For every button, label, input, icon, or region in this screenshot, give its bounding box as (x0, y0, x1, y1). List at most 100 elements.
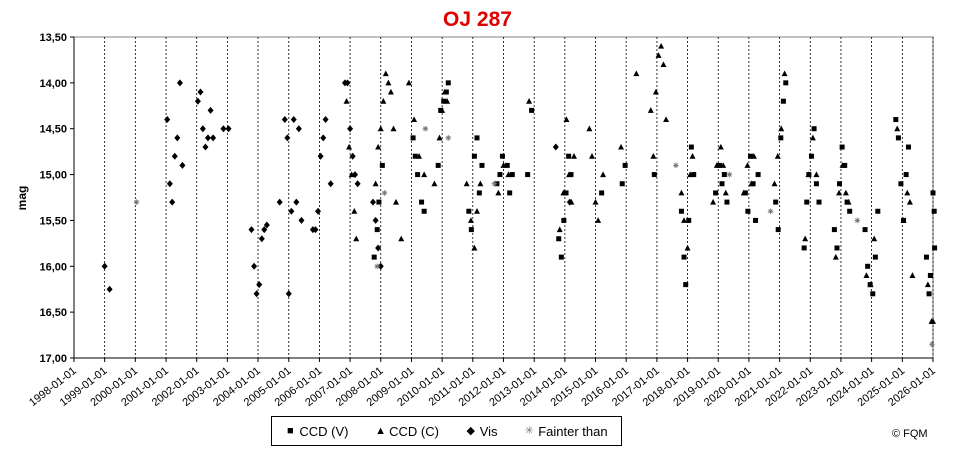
data-point-ccd-c (660, 61, 667, 68)
data-point-ccd-c (556, 226, 563, 233)
data-point-ccd-c (748, 180, 755, 187)
data-point-ccd-c (566, 171, 573, 178)
data-point-vis (372, 216, 379, 224)
data-point-ccd-c (650, 153, 657, 159)
y-tick-label: 17,00 (39, 353, 67, 365)
data-point-ccd-c (390, 125, 397, 132)
data-point-ccd-v (930, 190, 936, 196)
data-point-vis (179, 161, 186, 169)
data-point-ccd-v (778, 135, 784, 141)
data-point-vis (171, 152, 178, 160)
chart-title: OJ 287 (443, 8, 512, 31)
legend-label-ccd-v: CCD (V) (299, 423, 349, 439)
data-point-ccd-c (600, 171, 607, 178)
data-point-ccd-v (808, 153, 814, 159)
data-point-vis (263, 221, 270, 229)
data-point-fainter-than (726, 171, 733, 178)
data-points (101, 42, 938, 348)
data-point-ccd-v (419, 199, 425, 205)
data-point-ccd-v (504, 162, 510, 168)
data-point-ccd-v (862, 227, 868, 233)
data-point-ccd-c (385, 79, 392, 86)
data-point-vis (258, 235, 265, 243)
data-point-vis (295, 125, 302, 133)
data-point-ccd-c (930, 318, 936, 324)
data-point-vis (293, 198, 300, 206)
triangle-marker-icon: ▲ (375, 424, 387, 437)
data-point-ccd-c (832, 253, 839, 260)
data-point-ccd-v (719, 181, 725, 187)
data-point-vis (552, 143, 559, 151)
data-point-ccd-v (379, 162, 385, 168)
data-point-ccd-v (683, 282, 689, 288)
data-point-ccd-c (411, 116, 418, 123)
data-point-ccd-c (586, 125, 593, 132)
data-point-ccd-v (509, 172, 515, 178)
data-point-ccd-v (507, 190, 513, 196)
data-point-ccd-v (445, 80, 451, 86)
data-point-ccd-c (894, 125, 901, 132)
data-point-ccd-v (619, 181, 625, 187)
data-point-ccd-v (804, 199, 810, 205)
data-point-ccd-v (713, 190, 719, 196)
data-point-ccd-v (479, 162, 485, 168)
data-point-ccd-c (802, 235, 809, 242)
data-point-ccd-v (410, 135, 416, 141)
data-point-ccd-c (717, 143, 724, 150)
data-point-vis (320, 134, 327, 142)
data-point-ccd-c (571, 153, 578, 159)
data-point-ccd-v (525, 172, 531, 178)
data-point-ccd-v (775, 227, 781, 233)
data-point-vis (284, 134, 291, 142)
legend-item-ccd-c: ▲ CCD (C) (375, 424, 439, 439)
data-point-vis (197, 88, 204, 96)
data-point-vis (169, 198, 176, 206)
data-point-vis (210, 134, 217, 142)
data-point-ccd-c (839, 162, 846, 168)
data-point-vis (253, 290, 260, 298)
data-point-ccd-c (353, 235, 360, 242)
legend-label-ccd-c: CCD (C) (389, 423, 439, 439)
data-point-ccd-c (909, 272, 916, 278)
data-point-ccd-v (556, 236, 562, 242)
data-point-ccd-v (724, 199, 730, 205)
data-point-ccd-v (870, 291, 876, 297)
data-point-ccd-v (813, 181, 819, 187)
y-tick-label: 13,50 (39, 32, 67, 44)
data-point-ccd-v (466, 208, 472, 214)
data-point-ccd-v (903, 172, 909, 178)
data-point-ccd-c (744, 162, 751, 168)
data-point-ccd-v (688, 144, 694, 150)
data-point-ccd-v (780, 98, 786, 104)
data-point-ccd-v (927, 272, 933, 278)
data-point-vis (312, 226, 319, 234)
data-point-ccd-v (558, 254, 564, 260)
legend-label-vis: Vis (479, 423, 498, 439)
data-point-vis (344, 79, 351, 87)
data-point-ccd-v (497, 172, 503, 178)
data-point-ccd-v (568, 172, 574, 178)
data-point-fainter-than (929, 341, 935, 348)
data-point-fainter-than (854, 217, 861, 224)
data-point-ccd-v (745, 208, 751, 214)
data-point-ccd-c (655, 52, 662, 58)
data-point-ccd-c (431, 180, 438, 187)
data-point-ccd-c (436, 134, 443, 141)
data-point-ccd-c (474, 208, 481, 214)
data-point-ccd-c (633, 70, 640, 77)
data-point-ccd-v (755, 172, 761, 178)
data-point-vis (276, 198, 283, 206)
data-point-vis (281, 116, 288, 124)
data-point-vis (176, 79, 183, 87)
data-point-ccd-c (405, 79, 412, 86)
data-point-fainter-than (673, 162, 679, 169)
data-point-fainter-than (381, 190, 388, 196)
data-point-ccd-c (658, 42, 665, 49)
data-point-ccd-v (847, 208, 853, 214)
data-point-vis (202, 143, 209, 151)
data-point-vis (315, 207, 322, 215)
data-point-ccd-c (813, 171, 820, 178)
data-point-ccd-c (842, 189, 849, 196)
data-point-ccd-c (377, 125, 384, 132)
data-point-ccd-c (689, 153, 696, 159)
